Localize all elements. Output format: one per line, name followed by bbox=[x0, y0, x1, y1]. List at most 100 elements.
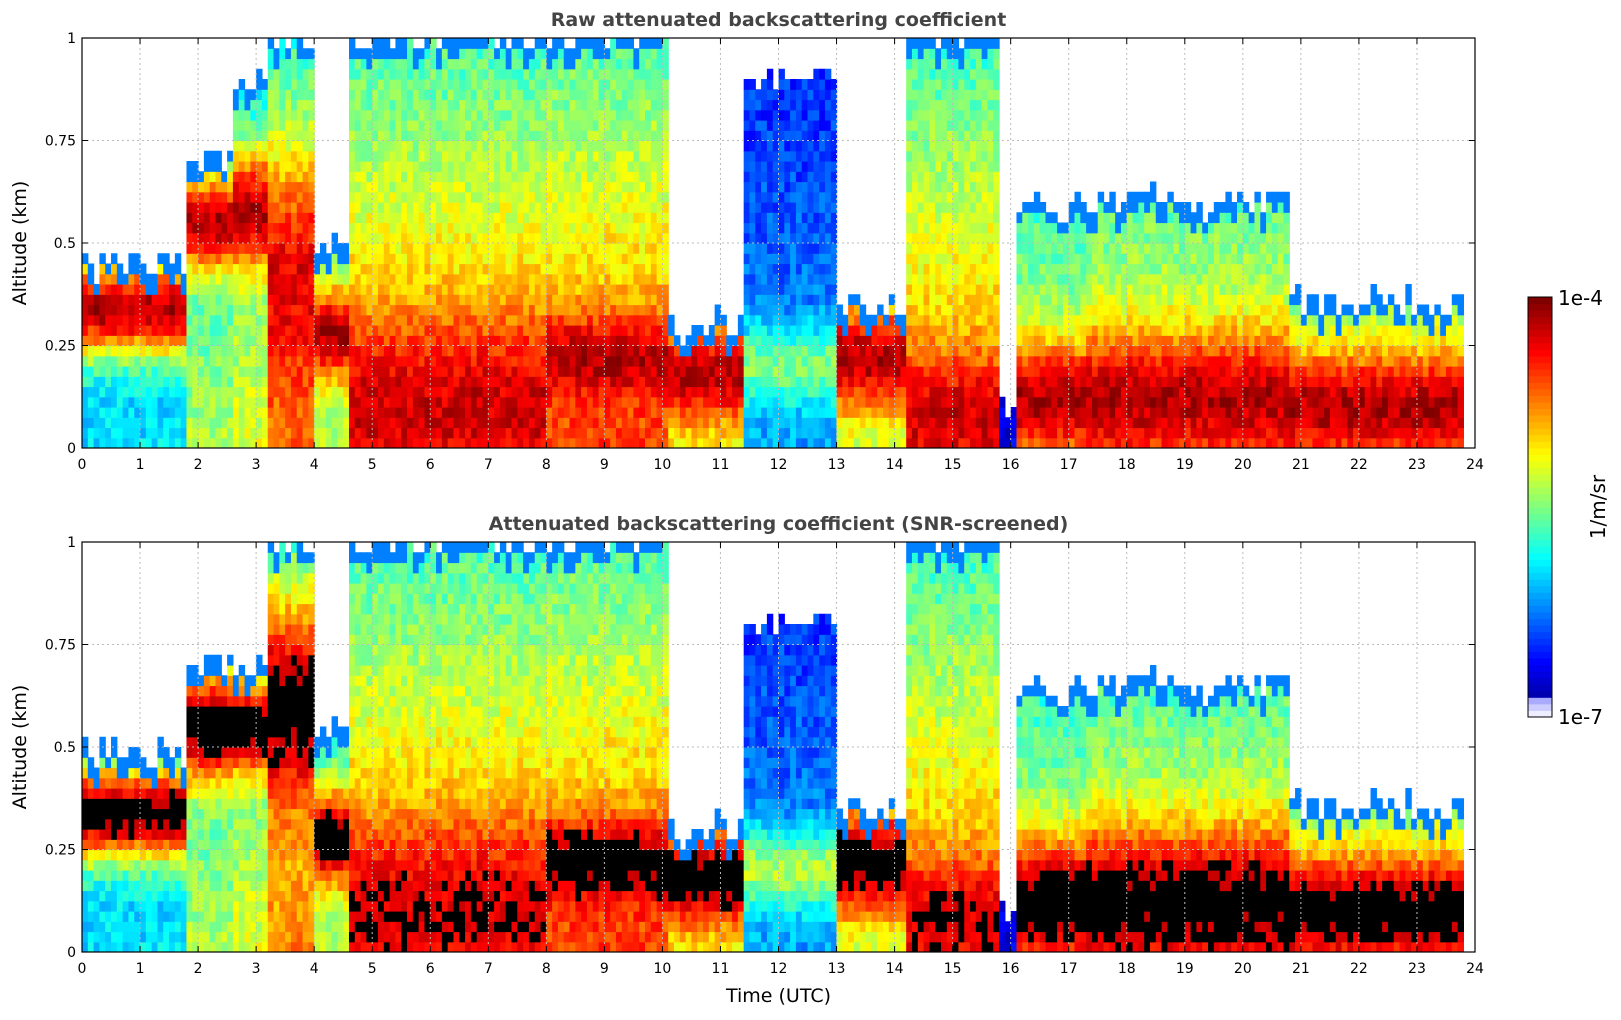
heatmap-cell bbox=[209, 335, 217, 347]
heatmap-cell bbox=[714, 345, 722, 357]
heatmap-cell bbox=[441, 130, 449, 142]
heatmap-cell bbox=[256, 150, 263, 162]
heatmap-cell bbox=[645, 150, 652, 162]
heatmap-cell bbox=[569, 427, 576, 439]
heatmap-cell bbox=[685, 437, 693, 448]
heatmap-cell bbox=[563, 386, 571, 398]
heatmap-cell bbox=[430, 109, 437, 121]
heatmap-cell bbox=[964, 437, 971, 448]
heatmap-cell bbox=[592, 181, 600, 193]
heatmap-cell bbox=[273, 335, 280, 347]
heatmap-cell bbox=[505, 212, 513, 224]
heatmap-cell bbox=[906, 181, 913, 193]
heatmap-cell bbox=[348, 396, 356, 408]
heatmap-cell bbox=[401, 284, 408, 295]
heatmap-cell bbox=[575, 130, 582, 142]
heatmap-cell bbox=[604, 345, 611, 357]
heatmap-cell bbox=[505, 222, 513, 234]
heatmap-cell bbox=[337, 314, 344, 326]
heatmap-cell bbox=[807, 243, 814, 254]
heatmap-cell bbox=[946, 253, 954, 265]
heatmap-cell bbox=[1016, 407, 1023, 418]
heatmap-cell bbox=[366, 325, 373, 336]
heatmap-cell bbox=[755, 263, 762, 275]
heatmap-cell bbox=[970, 243, 977, 254]
heatmap-cell bbox=[82, 355, 89, 367]
heatmap-cell bbox=[122, 407, 130, 418]
heatmap-cell bbox=[906, 212, 913, 224]
heatmap-cell bbox=[987, 222, 994, 234]
heatmap-cell bbox=[360, 325, 367, 336]
heatmap-cell bbox=[186, 294, 193, 306]
heatmap-cell bbox=[424, 120, 431, 131]
heatmap-cell bbox=[946, 355, 954, 367]
heatmap-cell bbox=[116, 396, 124, 408]
heatmap-cell bbox=[134, 253, 141, 265]
heatmap-cell bbox=[418, 202, 426, 213]
heatmap-cell bbox=[801, 355, 809, 367]
heatmap-cell bbox=[975, 314, 983, 326]
heatmap-cell bbox=[331, 263, 338, 275]
heatmap-cell bbox=[581, 345, 588, 357]
heatmap-cell bbox=[163, 437, 170, 448]
heatmap-cell bbox=[511, 314, 518, 326]
heatmap-cell bbox=[87, 284, 95, 295]
heatmap-cell bbox=[261, 232, 269, 244]
heatmap-cell bbox=[407, 386, 414, 398]
heatmap-cell bbox=[401, 89, 408, 101]
heatmap-cell bbox=[296, 325, 304, 336]
heatmap-cell bbox=[372, 407, 379, 418]
heatmap-cell bbox=[627, 284, 634, 295]
heatmap-cell bbox=[494, 79, 501, 90]
heatmap-cell bbox=[354, 386, 362, 398]
heatmap-cell bbox=[575, 38, 582, 49]
heatmap-cell bbox=[1022, 263, 1029, 275]
heatmap-cell bbox=[662, 181, 669, 193]
heatmap-cell bbox=[395, 427, 402, 439]
heatmap-cell bbox=[169, 335, 176, 347]
heatmap-cell bbox=[401, 304, 408, 316]
heatmap-cell bbox=[912, 120, 919, 131]
heatmap-cell bbox=[122, 386, 130, 398]
heatmap-cell bbox=[499, 68, 507, 80]
heatmap-cell bbox=[819, 161, 826, 172]
heatmap-cell bbox=[691, 325, 698, 336]
heatmap-cell bbox=[708, 335, 716, 347]
heatmap-cell bbox=[174, 437, 182, 448]
heatmap-cell bbox=[575, 396, 582, 408]
heatmap-cell bbox=[929, 284, 936, 295]
heatmap-cell bbox=[436, 314, 443, 326]
heatmap-cell bbox=[407, 427, 414, 439]
heatmap-cell bbox=[145, 304, 153, 316]
heatmap-cell bbox=[598, 366, 605, 377]
heatmap-cell bbox=[964, 304, 971, 316]
heatmap-cell bbox=[296, 243, 304, 254]
heatmap-cell bbox=[203, 263, 211, 275]
heatmap-cell bbox=[186, 212, 193, 224]
heatmap-cell bbox=[232, 335, 240, 347]
heatmap-cell bbox=[261, 99, 269, 111]
heatmap-cell bbox=[523, 48, 530, 60]
heatmap-cell bbox=[430, 437, 437, 448]
heatmap-cell bbox=[389, 345, 397, 357]
heatmap-cell bbox=[360, 232, 367, 244]
heatmap-cell bbox=[749, 386, 756, 398]
heatmap-cell bbox=[929, 427, 936, 439]
heatmap-cell bbox=[528, 130, 536, 142]
heatmap-cell bbox=[853, 376, 861, 388]
heatmap-cell bbox=[801, 243, 809, 254]
heatmap-cell bbox=[569, 273, 576, 285]
heatmap-cell bbox=[645, 253, 652, 265]
heatmap-cell bbox=[871, 386, 878, 398]
heatmap-cell bbox=[917, 140, 925, 152]
heatmap-cell bbox=[378, 407, 385, 418]
heatmap-cell bbox=[906, 366, 913, 377]
heatmap-cell bbox=[824, 386, 832, 398]
heatmap-cell bbox=[499, 427, 507, 439]
heatmap-cell bbox=[581, 427, 588, 439]
heatmap-cell bbox=[337, 345, 344, 357]
heatmap-cell bbox=[360, 150, 367, 162]
heatmap-cell bbox=[499, 99, 507, 111]
heatmap-cell bbox=[952, 212, 960, 224]
heatmap-cell bbox=[308, 161, 315, 172]
